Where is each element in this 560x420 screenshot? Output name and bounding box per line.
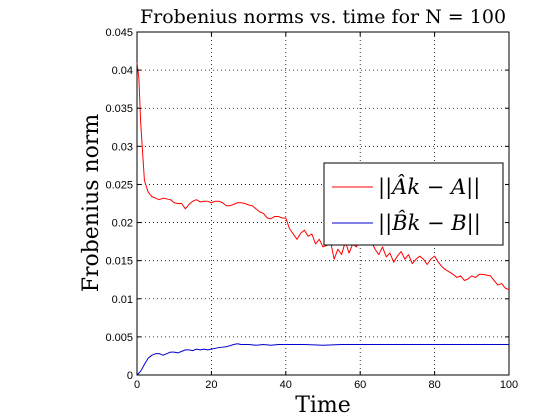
plot-frame <box>136 31 510 376</box>
y-tick-label: 0.01 <box>112 294 133 306</box>
series-lines <box>136 62 510 376</box>
y-tick-label: 0.015 <box>105 256 133 268</box>
y-tick-label: 0.035 <box>105 103 133 115</box>
legend-entry-a: ||Âk − A|| <box>378 175 480 200</box>
y-tick-label: 0.045 <box>105 27 133 39</box>
x-tick-label: 100 <box>500 379 518 391</box>
y-tick-label: 0.02 <box>112 218 133 230</box>
chart-title: Frobenius norms vs. time for N = 100 <box>140 6 506 28</box>
series-line-a-error <box>136 62 510 291</box>
x-tick-label: 0 <box>134 379 140 391</box>
series-line-b-error <box>136 343 509 376</box>
y-tick-label: 0.025 <box>105 179 133 191</box>
x-axis-label: Time <box>295 393 351 418</box>
axis-ticks: 0 20 40 60 80 100 0 0.005 0.01 0.015 0.02 0.025 0.03… <box>105 27 518 391</box>
x-tick-label: 80 <box>428 379 440 391</box>
y-tick-label: 0.03 <box>112 141 133 153</box>
legend-box <box>323 162 504 246</box>
x-tick-label: 40 <box>280 379 292 391</box>
y-tick-label: 0.04 <box>112 65 133 77</box>
y-tick-label: 0 <box>127 370 133 382</box>
legend-entry-b: ||B̂k − B|| <box>378 211 481 236</box>
y-tick-label: 0.005 <box>105 332 133 344</box>
legend: ||Âk − A|| ||B̂k − B|| <box>323 162 504 246</box>
x-tick-label: 20 <box>205 379 217 391</box>
x-tick-label: 60 <box>354 379 366 391</box>
y-axis-label: Frobenius norm <box>79 114 104 293</box>
